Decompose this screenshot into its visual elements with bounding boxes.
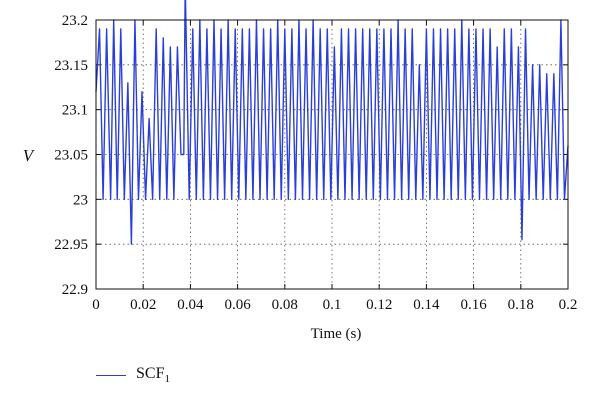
x-tick-labels: 0 0.02 0.04 0.06 0.08 0.1 0.12 0.14 0.16 0.18 0.2 bbox=[92, 297, 577, 313]
legend-series-subscript: 1 bbox=[164, 373, 170, 386]
y-tick-label: 22.9 bbox=[62, 282, 88, 298]
y-tick-label: 23.05 bbox=[54, 148, 88, 164]
y-axis-label: V bbox=[23, 146, 36, 165]
legend-swatch bbox=[96, 374, 126, 376]
y-tick-label: 23.2 bbox=[62, 13, 88, 29]
x-tick-label: 0.14 bbox=[413, 297, 440, 313]
y-tick-label: 23.15 bbox=[54, 58, 88, 74]
x-tick-label: 0 bbox=[92, 297, 100, 313]
x-tick-label: 0.06 bbox=[224, 297, 251, 313]
x-tick-label: 0.16 bbox=[460, 297, 487, 313]
y-tick-labels: 22.9 22.95 23 23.05 23.1 23.15 23.2 bbox=[54, 13, 88, 298]
y-tick-label: 23.1 bbox=[62, 103, 88, 119]
series-line bbox=[95, 0, 569, 245]
legend-label: SCF1 bbox=[136, 365, 170, 385]
x-tick-label: 0.18 bbox=[508, 297, 534, 313]
x-tick-label: 0.08 bbox=[272, 297, 298, 313]
y-tick-label: 23 bbox=[73, 192, 88, 208]
x-tick-label: 0.2 bbox=[559, 297, 578, 313]
y-tick-label: 22.95 bbox=[54, 237, 88, 253]
legend: SCF1 bbox=[96, 361, 170, 389]
x-tick-label: 0.04 bbox=[177, 297, 204, 313]
series-layer bbox=[95, 0, 569, 245]
x-tick-label: 0.12 bbox=[366, 297, 392, 313]
legend-series-name: SCF bbox=[136, 364, 165, 382]
x-axis-label: Time (s) bbox=[311, 326, 362, 342]
voltage-chart: 0 0.02 0.04 0.06 0.08 0.1 0.12 0.14 0.16 0.18 0.2 … bbox=[23, 0, 577, 342]
x-tick-label: 0.02 bbox=[130, 297, 156, 313]
plot-frame bbox=[95, 19, 569, 290]
x-tick-label: 0.1 bbox=[323, 297, 342, 313]
